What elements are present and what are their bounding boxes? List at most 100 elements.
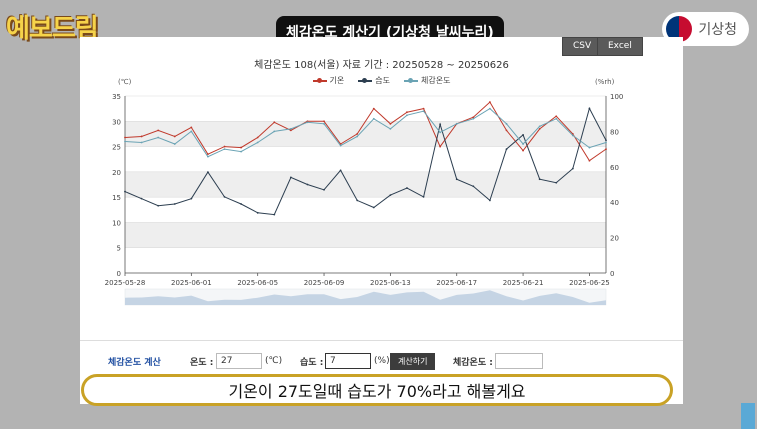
chart-panel: CSV Excel 체감온도 108(서울) 자료 기간 : 20250528 … [80,37,683,404]
legend-swatch-humidity [358,77,373,83]
y-tick-label: 10 [112,219,121,227]
legend-item-feels[interactable]: 체감온도 [404,75,450,86]
navigator-area [125,290,606,305]
subtitle-caption: 기온이 27도일때 습도가 70%라고 해볼게요 [81,374,673,406]
chart-legend[interactable]: 기온 습도 체감온도 [80,75,683,86]
series-line-2 [124,107,607,158]
legend-label-feels: 체감온도 [421,76,451,85]
series-point-1 [571,167,574,170]
series-point-0 [588,159,591,162]
series-point-0 [406,111,408,114]
series-point-0 [289,129,292,132]
series-point-1 [207,171,209,174]
series-point-0 [207,153,209,156]
series-point-2 [422,110,425,113]
series-point-1 [488,199,491,202]
y-tick-label: 25 [112,144,121,152]
series-point-1 [140,197,143,200]
series-point-1 [605,139,607,142]
legend-label-temp: 기온 [329,76,345,85]
series-point-1 [240,203,243,205]
series-point-1 [588,107,591,110]
series-point-2 [173,143,176,145]
series-point-1 [223,195,226,198]
series-point-1 [273,213,276,216]
series-point-2 [455,122,458,125]
y-tick-label: 30 [112,118,121,126]
series-point-0 [439,145,442,148]
kma-logo-text: 기상청 [698,22,737,38]
series-point-2 [306,121,309,124]
y-axis-unit: (℃) [118,78,132,86]
series-point-2 [439,131,442,134]
series-point-1 [323,188,325,191]
legend-item-temp[interactable]: 기온 [312,75,345,86]
x-tick-label: 2025-06-25 [569,279,610,287]
series-point-0 [605,148,607,150]
series-point-1 [339,169,342,172]
temp-input[interactable]: 27 [216,353,262,369]
x-tick-label: 2025-05-28 [105,279,146,287]
series-point-0 [555,115,558,118]
series-point-1 [356,199,359,202]
grid-band [125,222,606,248]
y-tick-label: 5 [117,245,121,253]
series-point-0 [488,101,491,103]
series-point-0 [223,145,226,148]
series-point-2 [207,155,209,158]
series-point-1 [455,178,458,181]
series-point-0 [356,133,359,135]
series-point-1 [522,134,524,136]
humidity-unit: (%) [374,356,390,366]
y2-tick-label: 20 [610,235,619,243]
series-point-0 [538,127,541,130]
excel-button[interactable]: Excel [597,37,643,56]
result-field[interactable] [495,353,543,369]
grid-band [125,171,606,198]
y-tick-label: 35 [112,93,121,101]
result-label: 체감온도 : [453,357,493,368]
series-point-1 [538,178,541,181]
series-point-2 [605,141,607,144]
y2-tick-label: 0 [610,270,614,278]
series-point-1 [306,183,309,186]
y2-tick-label: 80 [610,128,619,136]
series-point-0 [522,149,524,152]
y2-tick-label: 60 [610,164,619,172]
legend-swatch-temp [312,77,327,83]
series-point-1 [472,185,475,188]
series-line-0 [124,101,607,162]
series-point-0 [472,116,475,119]
x-tick-label: 2025-06-21 [503,279,544,287]
x-tick-label: 2025-06-09 [304,279,345,287]
x-tick-label: 2025-06-13 [370,279,411,287]
y-tick-label: 15 [112,194,121,202]
series-point-2 [372,117,375,120]
series-point-0 [505,129,508,132]
calculate-button[interactable]: 계산하기 [390,352,436,370]
series-point-0 [124,136,126,139]
series-point-0 [256,136,259,139]
series-point-2 [140,141,143,144]
series-point-0 [190,126,193,129]
humidity-input[interactable]: 7 [325,353,371,369]
series-point-0 [422,107,425,110]
series-point-2 [538,125,541,128]
series-point-1 [439,123,442,126]
series-point-1 [173,203,176,205]
series-point-2 [505,122,508,125]
series-point-2 [289,127,292,130]
series-point-2 [240,150,243,153]
x-tick-label: 2025-06-01 [171,279,212,287]
series-point-1 [389,194,392,197]
y-tick-label: 20 [112,169,121,177]
series-line-1 [124,107,607,216]
series-point-0 [273,121,276,124]
chart-svg[interactable]: 0 5 10 15 20 25 30 35 0 20 40 60 80 100 2025-05-28 2025… [80,37,683,337]
legend-item-humidity[interactable]: 습도 [358,75,390,86]
series-point-2 [389,127,392,130]
series-point-2 [273,130,276,133]
series-point-1 [289,176,292,179]
series-point-0 [323,120,325,123]
series-point-1 [555,181,558,184]
